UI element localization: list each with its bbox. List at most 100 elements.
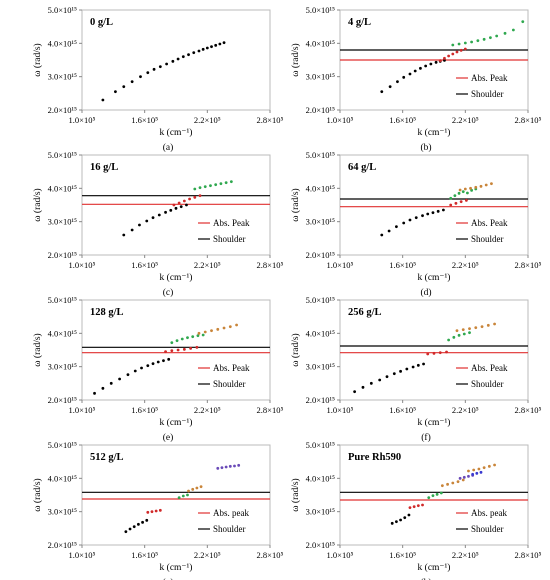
data-point: [421, 503, 424, 507]
data-point: [114, 90, 117, 94]
y-tick-label: 4.0×10¹⁵: [48, 328, 77, 338]
panel-tag: Pure Rh590: [348, 452, 401, 463]
plot-area: [339, 299, 529, 401]
legend-label: Shoulder: [213, 524, 246, 534]
data-point: [237, 463, 241, 467]
x-tick-label: 1.0×10⁵: [69, 405, 96, 415]
x-tick-label: 1.0×10⁵: [69, 260, 96, 270]
data-point: [461, 328, 465, 332]
data-point: [209, 184, 212, 188]
y-tick-label: 2.0×10¹⁵: [48, 540, 77, 550]
data-point: [471, 472, 475, 476]
data-point: [228, 325, 232, 329]
data-point: [521, 20, 525, 24]
data-point: [445, 350, 448, 354]
data-point: [172, 203, 176, 207]
y-tick-label: 4.0×10¹⁵: [306, 473, 335, 483]
data-point: [388, 85, 392, 89]
data-point: [484, 183, 488, 187]
data-point: [455, 50, 459, 54]
data-point: [185, 203, 188, 207]
data-point: [124, 530, 128, 534]
data-point: [165, 62, 169, 66]
y-tick-label: 5.0×10¹⁵: [306, 295, 335, 305]
data-point: [216, 327, 220, 331]
x-tick-label: 1.6×10⁵: [131, 115, 158, 125]
data-point: [195, 486, 199, 490]
data-point: [412, 505, 416, 509]
data-point: [146, 364, 150, 368]
data-point: [228, 464, 232, 468]
data-point: [427, 496, 431, 500]
data-point: [378, 378, 382, 382]
data-point: [407, 513, 411, 517]
data-point: [403, 516, 407, 520]
data-point: [399, 369, 402, 373]
data-point: [196, 334, 200, 338]
y-axis-label: ω (rad/s): [290, 188, 301, 221]
data-point: [181, 55, 185, 59]
data-point: [395, 225, 398, 229]
data-point: [158, 508, 162, 512]
data-point: [203, 330, 207, 334]
legend-label: Shoulder: [471, 89, 504, 99]
data-point: [463, 41, 467, 45]
panel-tag: 4 g/L: [348, 17, 371, 28]
x-tick-label: 1.0×10⁵: [327, 405, 354, 415]
data-point: [380, 233, 384, 237]
plot-area: [81, 299, 271, 401]
data-point: [137, 522, 140, 526]
panel-caption: (b): [420, 142, 431, 153]
data-point: [138, 223, 141, 227]
data-point: [467, 469, 470, 473]
data-point: [429, 62, 433, 66]
data-point: [467, 474, 470, 478]
data-point: [482, 466, 486, 470]
data-point: [495, 34, 499, 38]
data-point: [446, 482, 449, 486]
data-point: [431, 494, 435, 498]
data-point: [162, 359, 165, 363]
data-point: [170, 349, 174, 353]
data-point: [198, 194, 202, 198]
plot-area: [81, 444, 271, 546]
x-tick-label: 2.2×10⁵: [452, 260, 479, 270]
data-point: [482, 37, 486, 41]
y-tick-label: 4.0×10¹⁵: [306, 183, 335, 193]
data-point: [422, 362, 425, 366]
y-tick-label: 3.0×10¹⁵: [306, 507, 335, 517]
panel-caption: (e): [163, 432, 174, 443]
data-point: [210, 329, 213, 333]
y-tick-label: 3.0×10¹⁵: [48, 72, 77, 82]
x-tick-label: 2.8×10⁵: [257, 405, 284, 415]
data-point: [140, 366, 143, 370]
data-point: [431, 211, 435, 215]
panel-caption: (c): [163, 287, 174, 298]
data-point: [434, 60, 438, 64]
data-point: [164, 350, 167, 354]
panel-caption: (h): [420, 577, 431, 580]
x-tick-label: 2.8×10⁵: [515, 550, 542, 560]
data-point: [132, 525, 136, 529]
data-point: [462, 475, 466, 479]
x-tick-label: 1.6×10⁵: [131, 405, 158, 415]
data-point: [205, 46, 209, 50]
panel-caption: (g): [162, 577, 173, 580]
y-tick-label: 3.0×10¹⁵: [306, 72, 335, 82]
x-tick-label: 2.2×10⁵: [452, 405, 479, 415]
data-point: [464, 198, 468, 202]
data-point: [164, 210, 167, 214]
data-point: [387, 229, 391, 233]
panel-tag: 256 g/L: [348, 307, 382, 318]
data-point: [468, 331, 471, 335]
panel-d: 2.0×10¹⁵ 3.0×10¹⁵ 4.0×10¹⁵ 5.0×10¹⁵ 1.0×10⁵ 1…: [290, 150, 541, 298]
legend-label: Abs. peak: [213, 508, 249, 518]
y-axis-label: ω (rad/s): [32, 333, 43, 366]
panel-tag: 64 g/L: [348, 162, 376, 173]
data-point: [451, 43, 455, 47]
data-point: [454, 201, 458, 205]
data-point: [216, 466, 220, 470]
data-point: [151, 216, 155, 220]
data-point: [426, 212, 430, 216]
legend-label: Abs. peak: [471, 508, 507, 518]
